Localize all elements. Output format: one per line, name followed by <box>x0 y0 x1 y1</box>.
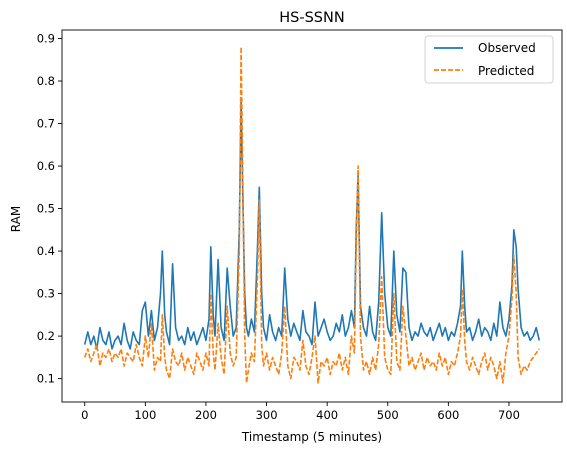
x-tick-label: 600 <box>437 408 459 422</box>
y-tick-label: 0.7 <box>37 117 55 131</box>
legend-label-predicted: Predicted <box>478 64 534 78</box>
series-line-observed <box>83 101 541 350</box>
y-tick-label: 0.3 <box>37 287 55 301</box>
chart-title: HS-SSNN <box>279 10 344 26</box>
y-tick-label: 0.8 <box>37 74 55 88</box>
x-tick-label: 700 <box>498 408 520 422</box>
plot-area <box>83 46 541 384</box>
x-tick-label: 300 <box>256 408 278 422</box>
x-tick-label: 200 <box>195 408 217 422</box>
y-tick-label: 0.1 <box>37 372 55 386</box>
y-tick-label: 0.2 <box>37 329 55 343</box>
y-axis-ticks: 0.1 0.2 0.3 0.4 0.5 0.6 0.7 0.8 0.9 <box>37 32 62 386</box>
y-tick-label: 0.4 <box>37 244 55 258</box>
plot-frame <box>61 29 563 403</box>
series-line-predicted <box>83 46 540 384</box>
legend-label-observed: Observed <box>478 41 536 55</box>
x-tick-label: 0 <box>81 408 88 422</box>
y-axis-label: RAM <box>9 206 23 232</box>
x-tick-label: 100 <box>134 408 156 422</box>
x-axis-label: Timestamp (5 minutes) <box>241 430 382 444</box>
x-tick-label: 400 <box>316 408 338 422</box>
x-axis-ticks: 0 100 200 300 400 500 600 700 <box>81 402 520 422</box>
y-tick-label: 0.9 <box>37 32 55 46</box>
y-tick-label: 0.6 <box>37 159 55 173</box>
x-tick-label: 500 <box>377 408 399 422</box>
y-tick-label: 0.5 <box>37 202 55 216</box>
legend: Observed Predicted <box>424 35 554 84</box>
